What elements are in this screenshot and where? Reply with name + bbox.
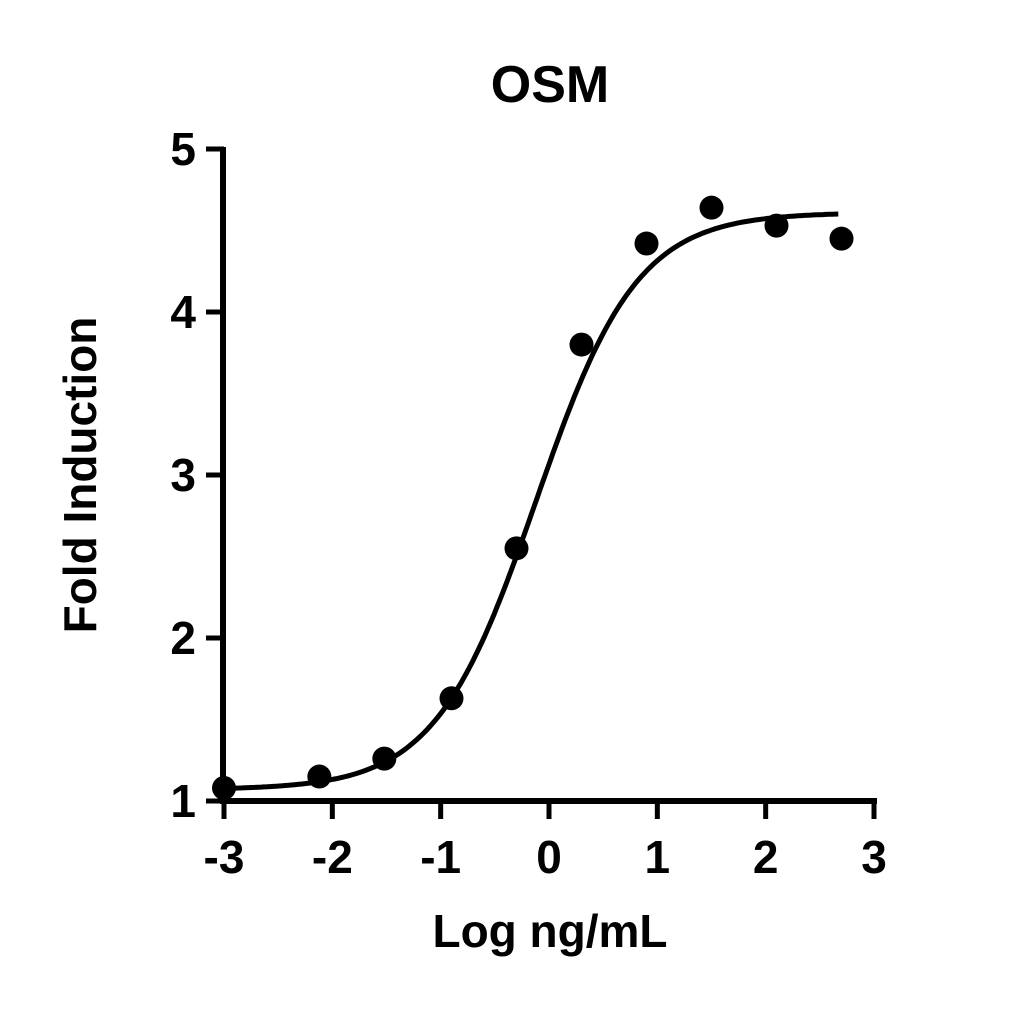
- axes: [220, 147, 877, 804]
- data-point: [634, 231, 659, 256]
- x-tick-label: -1: [420, 831, 461, 883]
- x-tick-label: 3: [861, 831, 887, 883]
- y-tick-label: 5: [170, 123, 196, 175]
- data-point: [764, 213, 789, 238]
- y-tick-label: 4: [170, 286, 196, 338]
- y-tick-label: 1: [170, 775, 196, 827]
- data-point: [212, 775, 236, 800]
- y-tick-label: 3: [170, 449, 196, 501]
- fit-curve: [223, 211, 839, 791]
- x-tick-label: -2: [312, 831, 353, 883]
- data-point: [569, 332, 594, 357]
- y-axis-ticks: 1 2 3 4 5: [170, 123, 224, 827]
- data-point: [439, 686, 464, 711]
- y-tick-label: 2: [170, 612, 196, 664]
- y-axis-label: Fold Induction: [54, 317, 106, 634]
- data-point: [699, 195, 724, 220]
- data-point: [504, 536, 529, 561]
- x-axis-label: Log ng/mL: [432, 905, 667, 957]
- x-tick-label: 0: [536, 831, 562, 883]
- data-point: [372, 746, 397, 771]
- x-tick-label: 2: [753, 831, 779, 883]
- data-points: [212, 195, 854, 800]
- x-tick-label: -3: [204, 831, 245, 883]
- chart-title: OSM: [491, 56, 609, 114]
- x-tick-label: 1: [645, 831, 671, 883]
- x-axis-ticks: -3 -2 -1 0 1 2 3: [204, 801, 887, 883]
- data-point: [307, 764, 332, 789]
- data-point: [829, 226, 854, 251]
